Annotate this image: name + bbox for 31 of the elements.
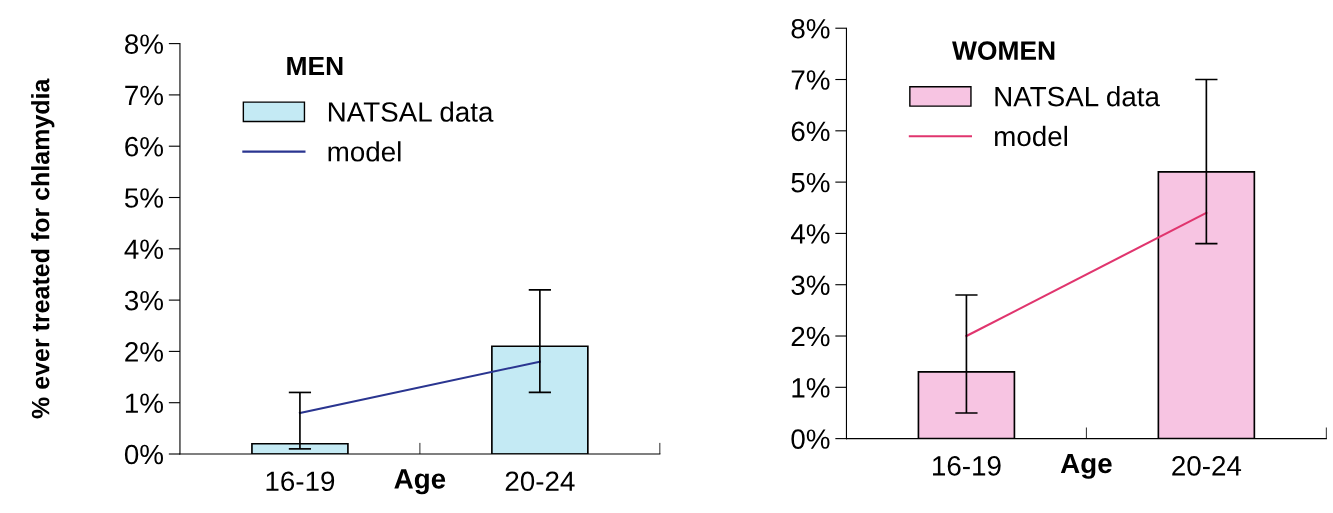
y-axis-title: % ever treated for chlamydia xyxy=(31,78,55,419)
y-tick-label: 2% xyxy=(791,326,830,347)
chart-title: MEN xyxy=(287,56,343,76)
y-tick-label: 2% xyxy=(125,342,163,362)
legend-label: NATSAL data xyxy=(328,101,494,122)
x-tick-label: 20-24 xyxy=(1172,456,1242,476)
x-axis-title: Age xyxy=(1060,453,1112,479)
y-tick-label: 1% xyxy=(125,393,163,413)
y-tick-label: 0% xyxy=(791,429,830,449)
y-tick-label: 3% xyxy=(124,290,163,311)
x-tick-label: 20-24 xyxy=(505,471,575,492)
x-tick-label: 16-19 xyxy=(266,471,335,492)
y-tick-label: 5% xyxy=(124,188,163,208)
y-tick-label: 3% xyxy=(791,275,830,296)
legend-label: model xyxy=(995,125,1067,147)
y-tick-label: 7% xyxy=(125,85,163,106)
y-tick-label: 4% xyxy=(124,239,163,260)
y-tick-label: 6% xyxy=(125,136,163,157)
x-axis-title: Age xyxy=(394,469,446,495)
x-tick-label: 16-19 xyxy=(933,456,1001,476)
y-tick-label: 5% xyxy=(791,172,830,193)
y-tick-label: 6% xyxy=(791,121,830,142)
y-tick-label: 1% xyxy=(792,378,830,398)
y-tick-label: 4% xyxy=(790,224,830,244)
y-tick-label: 7% xyxy=(791,70,830,90)
y-tick-label: 8% xyxy=(791,18,830,39)
y-tick-label: 0% xyxy=(124,444,163,465)
legend-label: model xyxy=(328,141,401,162)
chart-title: WOMEN xyxy=(952,41,1055,60)
y-tick-label: 8% xyxy=(125,34,163,54)
legend-label: NATSAL data xyxy=(995,86,1160,107)
